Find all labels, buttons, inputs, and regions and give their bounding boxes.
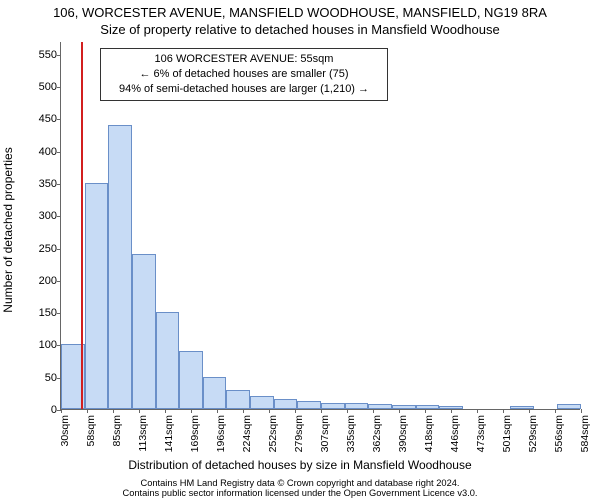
xtick-mark (425, 409, 426, 413)
footer-line-2: Contains public sector information licen… (0, 488, 600, 499)
ytick-label: 500 (39, 81, 61, 93)
xtick-label: 279sqm (293, 415, 305, 452)
ytick-label: 150 (39, 307, 61, 319)
histogram-bar (510, 406, 534, 409)
legend-line: 106 WORCESTER AVENUE: 55sqm (107, 52, 381, 67)
footer-line-1: Contains HM Land Registry data © Crown c… (0, 478, 600, 489)
xtick-mark (87, 409, 88, 413)
histogram-bar (368, 404, 392, 409)
legend-line: 94% of semi-detached houses are larger (… (107, 82, 381, 97)
y-axis-label: Number of detached properties (1, 65, 15, 230)
xtick-label: 362sqm (371, 415, 383, 452)
xtick-mark (451, 409, 452, 413)
xtick-label: 584sqm (579, 415, 591, 452)
xtick-label: 169sqm (189, 415, 201, 452)
histogram-bar (297, 401, 321, 409)
xtick-label: 224sqm (241, 415, 253, 452)
xtick-mark (269, 409, 270, 413)
histogram-bar (85, 183, 109, 409)
xtick-label: 446sqm (449, 415, 461, 452)
xtick-label: 196sqm (215, 415, 227, 452)
ytick-label: 350 (39, 178, 61, 190)
ytick-label: 550 (39, 49, 61, 61)
xtick-label: 390sqm (397, 415, 409, 452)
legend-line: ← 6% of detached houses are smaller (75) (107, 67, 381, 82)
xtick-label: 113sqm (137, 415, 149, 452)
histogram-bar (156, 312, 180, 409)
histogram-bar (392, 405, 416, 409)
xtick-label: 141sqm (163, 415, 175, 452)
xtick-mark (61, 409, 62, 413)
histogram-bar (179, 351, 203, 409)
xtick-mark (581, 409, 582, 413)
xtick-label: 307sqm (319, 415, 331, 452)
xtick-mark (399, 409, 400, 413)
ytick-label: 200 (39, 275, 61, 287)
reference-line (81, 42, 83, 409)
xtick-label: 58sqm (85, 415, 97, 447)
histogram-bar (274, 399, 298, 409)
page-subtitle: Size of property relative to detached ho… (0, 22, 600, 37)
xtick-mark (347, 409, 348, 413)
attribution-footer: Contains HM Land Registry data © Crown c… (0, 478, 600, 499)
histogram-bar (108, 125, 132, 409)
xtick-mark (295, 409, 296, 413)
histogram-bar (416, 405, 440, 409)
histogram-bar (226, 390, 250, 409)
xtick-mark (529, 409, 530, 413)
histogram-bar (557, 404, 581, 409)
ytick-label: 50 (45, 372, 61, 384)
page-title: 106, WORCESTER AVENUE, MANSFIELD WOODHOU… (0, 5, 600, 20)
xtick-mark (555, 409, 556, 413)
xtick-mark (243, 409, 244, 413)
xtick-label: 335sqm (345, 415, 357, 452)
xtick-mark (321, 409, 322, 413)
xtick-label: 30sqm (59, 415, 71, 447)
xtick-mark (165, 409, 166, 413)
xtick-label: 556sqm (553, 415, 565, 452)
xtick-mark (139, 409, 140, 413)
xtick-mark (503, 409, 504, 413)
xtick-mark (113, 409, 114, 413)
ytick-label: 100 (39, 339, 61, 351)
xtick-label: 252sqm (267, 415, 279, 452)
x-axis-label: Distribution of detached houses by size … (0, 458, 600, 472)
xtick-mark (191, 409, 192, 413)
histogram-bar (321, 403, 345, 409)
ytick-label: 300 (39, 210, 61, 222)
histogram-bar (250, 396, 274, 409)
ytick-label: 450 (39, 113, 61, 125)
histogram-bar (345, 403, 369, 409)
ytick-label: 250 (39, 243, 61, 255)
legend-box: 106 WORCESTER AVENUE: 55sqm← 6% of detac… (100, 48, 388, 101)
xtick-mark (373, 409, 374, 413)
histogram-bar (203, 377, 227, 409)
xtick-label: 85sqm (111, 415, 123, 447)
xtick-label: 529sqm (527, 415, 539, 452)
ytick-label: 400 (39, 146, 61, 158)
xtick-mark (477, 409, 478, 413)
histogram-bar (132, 254, 156, 409)
xtick-mark (217, 409, 218, 413)
xtick-label: 418sqm (423, 415, 435, 452)
xtick-label: 501sqm (501, 415, 513, 452)
xtick-label: 473sqm (475, 415, 487, 452)
